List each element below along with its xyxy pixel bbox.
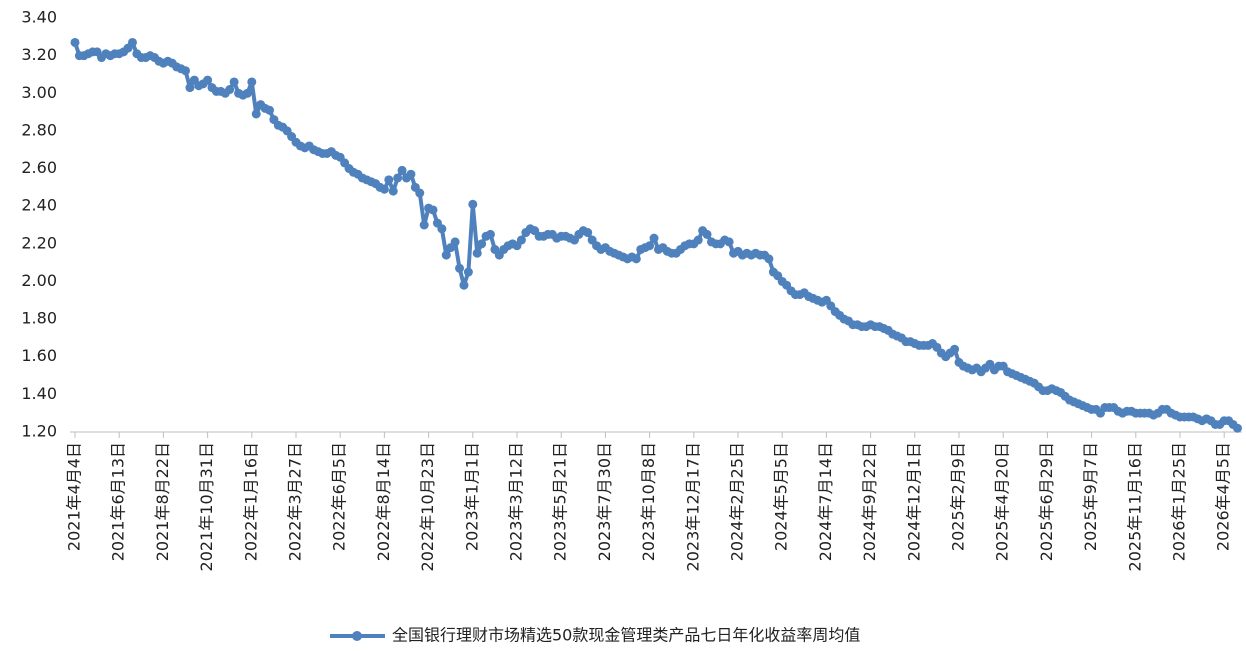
y-tick-label: 1.80	[21, 309, 57, 328]
data-point	[1232, 423, 1242, 433]
x-tick-label: 2025年9月7日	[1081, 442, 1100, 551]
data-point	[419, 220, 429, 230]
y-tick-label: 1.20	[21, 422, 57, 441]
x-tick-label: 2022年6月5日	[330, 442, 349, 551]
data-point	[397, 165, 407, 175]
x-tick-label: 2024年12月1日	[904, 442, 923, 561]
y-tick-label: 2.80	[21, 120, 57, 139]
x-tick-label: 2025年11月16日	[1125, 442, 1144, 571]
x-tick-label: 2021年8月22日	[153, 442, 172, 561]
x-tick-label: 2025年6月29日	[1037, 442, 1056, 561]
data-point	[645, 241, 655, 251]
x-tick-label: 2021年6月13日	[109, 442, 128, 561]
y-tick-label: 3.20	[21, 45, 57, 64]
x-tick-label: 2023年3月12日	[507, 442, 526, 561]
data-point	[437, 224, 447, 234]
data-point	[649, 233, 659, 243]
data-point	[229, 77, 239, 87]
y-tick-label: 2.20	[21, 233, 57, 252]
x-tick-label: 2024年7月14日	[816, 442, 835, 561]
data-point	[388, 186, 398, 196]
data-point	[516, 235, 526, 245]
data-point	[583, 228, 593, 238]
data-point	[225, 85, 235, 95]
legend-label: 全国银行理财市场精选50款现金管理类产品七日年化收益率周均值	[392, 626, 860, 645]
data-point	[251, 109, 261, 119]
data-point	[764, 254, 774, 264]
data-point	[693, 235, 703, 245]
data-point	[393, 173, 403, 183]
data-point	[455, 263, 465, 273]
data-point	[379, 184, 389, 194]
y-tick-label: 1.40	[21, 384, 57, 403]
data-point	[450, 237, 460, 247]
x-tick-label: 2022年1月16日	[241, 442, 260, 561]
data-point	[477, 239, 487, 249]
x-tick-label: 2023年1月1日	[462, 442, 481, 551]
x-tick-label: 2023年10月8日	[639, 442, 658, 561]
data-point	[242, 88, 252, 98]
x-tick-label: 2025年2月9日	[949, 442, 968, 551]
x-tick-label: 2024年5月5日	[772, 442, 791, 551]
data-point	[950, 344, 960, 354]
data-point	[463, 267, 473, 277]
data-point	[459, 280, 469, 290]
data-point	[441, 250, 451, 260]
y-tick-label: 2.60	[21, 158, 57, 177]
data-point	[724, 237, 734, 247]
y-tick-label: 3.40	[21, 8, 57, 27]
y-tick-label: 3.00	[21, 83, 57, 102]
data-point	[406, 169, 416, 179]
x-tick-label: 2023年5月21日	[551, 442, 570, 561]
data-point	[247, 77, 257, 87]
x-tick-label: 2021年10月31日	[197, 442, 216, 571]
data-point	[472, 248, 482, 258]
data-point	[70, 37, 80, 47]
x-tick-label: 2023年7月30日	[595, 442, 614, 561]
data-point	[185, 83, 195, 93]
x-tick-label: 2022年8月14日	[374, 442, 393, 561]
x-tick-label: 2026年4月5日	[1214, 442, 1233, 551]
x-tick-label: 2021年4月4日	[65, 442, 84, 551]
x-tick-label: 2022年10月23日	[418, 442, 437, 571]
x-tick-label: 2024年9月22日	[860, 442, 879, 561]
data-point	[702, 229, 712, 239]
y-tick-label: 1.60	[21, 346, 57, 365]
data-point	[485, 229, 495, 239]
data-point	[203, 75, 213, 85]
y-tick-label: 2.00	[21, 271, 57, 290]
data-point	[428, 205, 438, 215]
legend-marker	[352, 631, 362, 641]
y-tick-label: 2.40	[21, 196, 57, 215]
x-tick-label: 2022年3月27日	[286, 442, 305, 561]
data-point	[468, 199, 478, 209]
x-tick-label: 2026年1月25日	[1170, 442, 1189, 561]
data-point	[384, 175, 394, 185]
x-tick-label: 2025年4月20日	[993, 442, 1012, 561]
data-point	[181, 66, 190, 76]
x-tick-label: 2024年2月25日	[728, 442, 747, 561]
data-point	[631, 254, 641, 264]
x-tick-label: 2023年12月17日	[683, 442, 702, 571]
data-point	[415, 188, 425, 198]
data-point	[264, 105, 274, 115]
data-point	[127, 37, 137, 47]
